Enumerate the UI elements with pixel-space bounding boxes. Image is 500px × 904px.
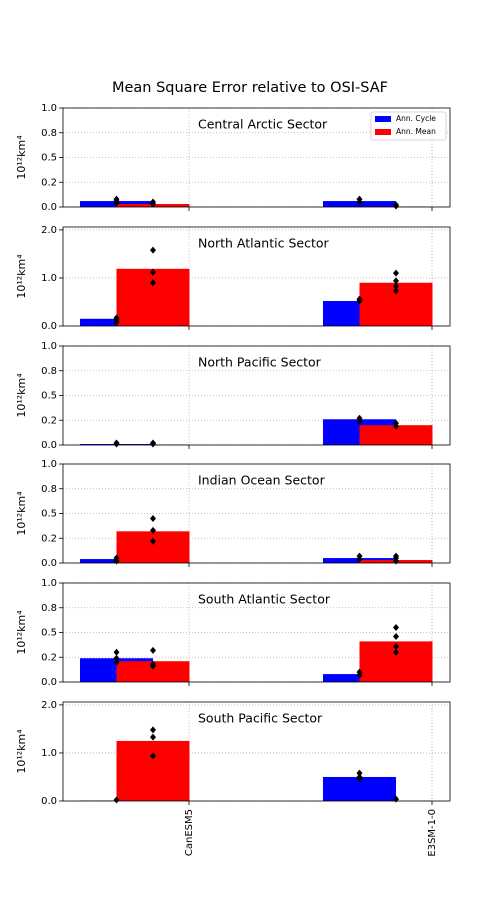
y-tick-label: 0.2	[41, 415, 57, 426]
y-tick-label: 0.2	[41, 177, 57, 188]
member-point	[114, 441, 120, 448]
y-tick-label: 0.5	[41, 391, 57, 402]
x-tick-label: E3SM-1-0	[427, 809, 438, 857]
y-tick-label: 1.0	[41, 459, 57, 470]
y-tick-label: 0.2	[41, 533, 57, 544]
member-point	[150, 247, 156, 254]
y-axis-label: 10¹²km⁴	[15, 254, 28, 299]
figure-title: Mean Square Error relative to OSI-SAF	[112, 80, 388, 96]
y-tick-label: 2.0	[41, 700, 57, 711]
y-axis-label: 10¹²km⁴	[15, 373, 28, 418]
member-point	[150, 515, 156, 522]
y-tick-label: 1.0	[41, 103, 57, 114]
y-tick-label: 0.0	[41, 440, 57, 451]
y-tick-label: 0.0	[41, 558, 57, 569]
member-point	[393, 270, 399, 277]
member-point	[150, 734, 156, 741]
y-tick-label: 0.8	[41, 603, 57, 614]
y-tick-label: 0.5	[41, 628, 57, 639]
y-tick-label: 1.0	[41, 273, 57, 284]
y-tick-label: 1.0	[41, 341, 57, 352]
y-tick-label: 2.0	[41, 225, 57, 236]
member-point	[150, 647, 156, 654]
y-tick-label: 0.5	[41, 153, 57, 164]
legend-label: Ann. Cycle	[396, 114, 436, 123]
panel-title: Central Arctic Sector	[198, 117, 328, 132]
member-point	[393, 624, 399, 631]
y-tick-label: 0.8	[41, 366, 57, 377]
y-axis-label: 10¹²km⁴	[15, 729, 28, 774]
y-tick-label: 0.0	[41, 202, 57, 213]
bar	[117, 531, 190, 563]
bar	[117, 269, 190, 326]
member-point	[393, 633, 399, 640]
y-tick-label: 1.0	[41, 748, 57, 759]
x-tick-label: CanESM5	[184, 809, 195, 856]
y-tick-label: 0.5	[41, 509, 57, 520]
y-tick-label: 0.0	[41, 321, 57, 332]
bar	[117, 741, 190, 801]
y-axis-label: 10¹²km⁴	[15, 135, 28, 180]
legend-swatch	[375, 129, 391, 135]
member-point	[150, 441, 156, 448]
y-axis-label: 10¹²km⁴	[15, 491, 28, 536]
legend-label: Ann. Mean	[396, 127, 436, 136]
panel-title: North Atlantic Sector	[198, 236, 329, 251]
y-tick-label: 0.0	[41, 796, 57, 807]
panel-title: South Pacific Sector	[198, 711, 323, 726]
y-tick-label: 0.8	[41, 484, 57, 495]
legend: Ann. Cycle Ann. Mean	[371, 112, 446, 140]
y-axis-label: 10¹²km⁴	[15, 610, 28, 655]
panel-title: South Atlantic Sector	[198, 592, 331, 607]
legend-swatch	[375, 116, 391, 122]
panel-title: Indian Ocean Sector	[198, 473, 326, 488]
y-tick-label: 0.2	[41, 652, 57, 663]
member-point	[150, 726, 156, 733]
y-tick-label: 0.8	[41, 128, 57, 139]
panel-title: North Pacific Sector	[198, 355, 322, 370]
y-tick-label: 1.0	[41, 578, 57, 589]
y-tick-label: 0.0	[41, 677, 57, 688]
